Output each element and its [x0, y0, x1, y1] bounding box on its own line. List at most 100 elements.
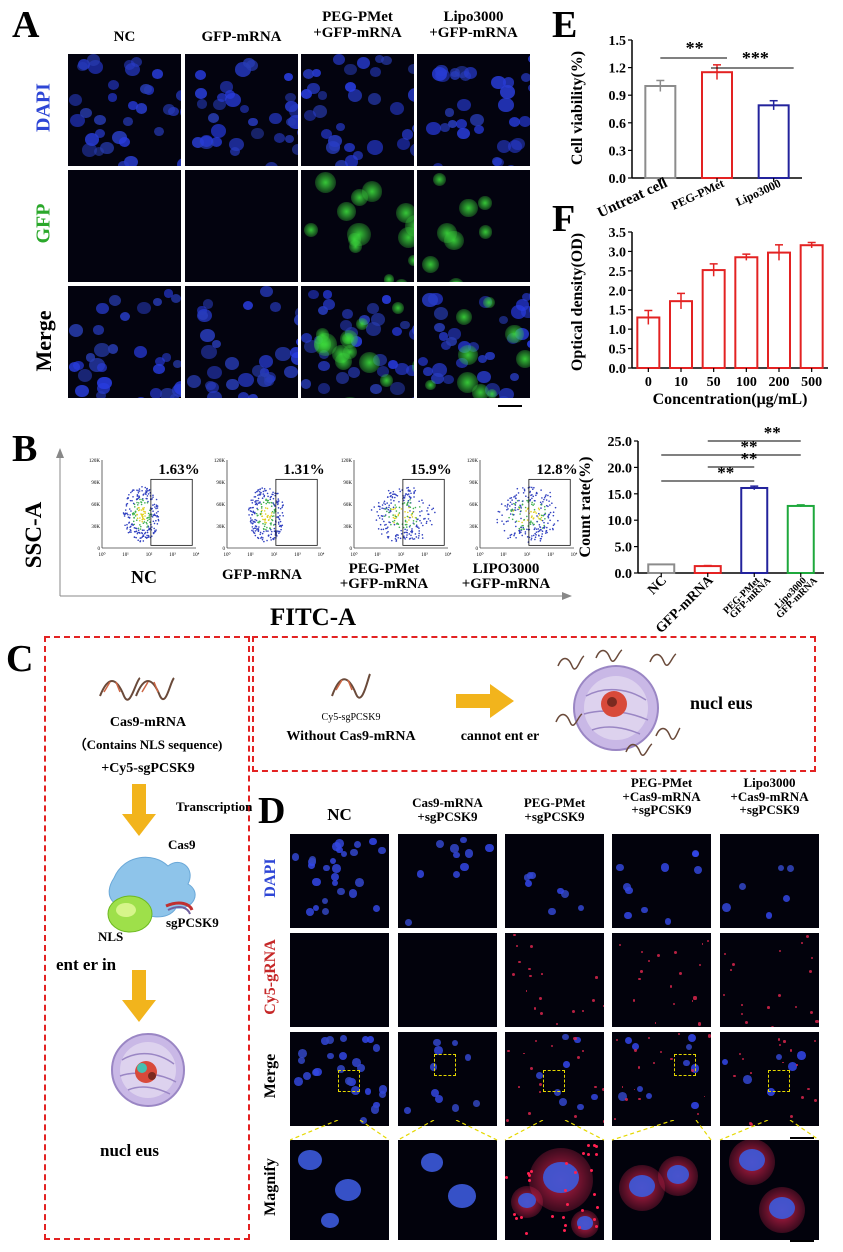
micrograph: [185, 54, 298, 166]
cy5-spot: [677, 1032, 681, 1036]
flow-event: [409, 516, 411, 519]
flow-event: [383, 515, 386, 517]
nucleus-spot: [134, 397, 147, 398]
flow-event: [273, 536, 276, 539]
nucleus-spot: [527, 54, 530, 64]
flow-event: [543, 498, 545, 501]
nucleus-spot: [370, 1105, 380, 1114]
nucleus-spot: [782, 894, 791, 903]
flow-event: [388, 516, 390, 518]
flow-event: [406, 534, 408, 536]
cy5-spot: [697, 1112, 700, 1115]
flow-event: [418, 530, 420, 532]
x-tick-label: NC: [645, 573, 670, 598]
flow-event: [549, 504, 551, 506]
nucleus-spot: [97, 376, 112, 390]
nucleus-spot: [395, 362, 409, 375]
flow-event: [397, 513, 400, 516]
bar: [636, 316, 661, 370]
flow-event: [511, 499, 513, 501]
gate-percentage: 1.63%: [158, 462, 199, 478]
flow-event: [529, 491, 531, 494]
micrograph: [301, 286, 414, 398]
gfp-spot: [405, 215, 414, 237]
nucleus-spot: [776, 1053, 783, 1060]
nucleus-spot: [274, 133, 286, 144]
flow-event: [512, 510, 515, 512]
flow-event: [540, 489, 542, 491]
flow-event: [509, 534, 512, 537]
nucleus-spot: [251, 128, 264, 140]
flow-event: [257, 489, 260, 491]
nucleus-spot: [353, 150, 363, 160]
flow-event: [260, 510, 263, 513]
nucleus-spot: [298, 1150, 322, 1171]
flow-event: [416, 526, 419, 528]
cy5-spot: [602, 1087, 604, 1092]
cy5-spot: [779, 950, 782, 953]
nucleus-spot: [284, 134, 295, 144]
nucleus-spot: [510, 304, 527, 319]
y-tick-label: 120K: [89, 459, 101, 464]
nucleus-spot: [302, 1071, 311, 1080]
flow-event: [536, 492, 538, 495]
gfp-spot: [505, 324, 524, 343]
flow-event: [389, 492, 392, 494]
gfp-spot: [478, 224, 493, 239]
flow-event: [427, 513, 430, 516]
chart-f-optical-density: 0.0 0.5 1.0 1.5 2.0 2.5 3.0 3.5 0 10 50 100 200 500Co…: [569, 226, 828, 408]
cy5-spot: [615, 1038, 618, 1041]
flow-event: [254, 525, 257, 527]
flow-event: [134, 515, 137, 517]
flow-event: [251, 501, 254, 504]
nucleus-spot: [311, 877, 321, 887]
nucleus-spot: [196, 99, 208, 109]
flow-event: [265, 528, 267, 531]
micrograph: [301, 170, 414, 282]
flow-event: [142, 535, 144, 538]
flow-event: [277, 512, 279, 514]
flow-event: [370, 509, 373, 511]
nucleus-spot: [447, 120, 457, 129]
nucleus-spot: [357, 1063, 365, 1072]
flow-event: [526, 508, 529, 510]
flow-event: [510, 496, 513, 499]
nucleus-spot: [136, 301, 151, 315]
nucleus-spot: [219, 81, 233, 93]
column-header: PEG-PMet +sgPCSK9: [523, 795, 586, 824]
gfp-spot: [459, 198, 478, 218]
gfp-spot: [314, 335, 332, 353]
y-tick-label: 90K: [91, 481, 100, 486]
flow-event: [396, 533, 398, 536]
micrograph: [301, 54, 414, 166]
flow-event: [394, 537, 397, 540]
flow-event: [540, 519, 543, 521]
nucleus-spot: [493, 158, 504, 166]
flow-event: [390, 523, 392, 526]
nucleus-spot: [186, 375, 201, 388]
flow-event: [538, 508, 541, 511]
nucleus-blocked-icon: [555, 649, 681, 756]
flow-event: [145, 493, 147, 496]
flow-event: [526, 515, 528, 518]
nucleus-spot: [207, 113, 219, 124]
gfp-spot: [336, 202, 356, 222]
nucleus-spot: [344, 81, 357, 93]
cy5-spot: [551, 1215, 555, 1219]
gfp-spot: [483, 296, 495, 308]
gate-percentage: 1.31%: [283, 462, 324, 478]
nucleus-spot: [434, 1046, 443, 1055]
nucleus-spot: [440, 340, 451, 350]
flow-event: [418, 527, 420, 529]
flow-event: [410, 530, 412, 533]
flow-event: [411, 516, 414, 518]
cy5-spot: [733, 1074, 736, 1077]
nucleus-spot: [497, 140, 512, 154]
flow-event: [136, 532, 139, 535]
nucleus-spot: [574, 1036, 581, 1044]
cy5-spot: [561, 1215, 565, 1219]
nucleus-spot: [345, 1077, 353, 1086]
flow-event: [281, 505, 284, 507]
cy5-spot: [740, 1012, 744, 1015]
